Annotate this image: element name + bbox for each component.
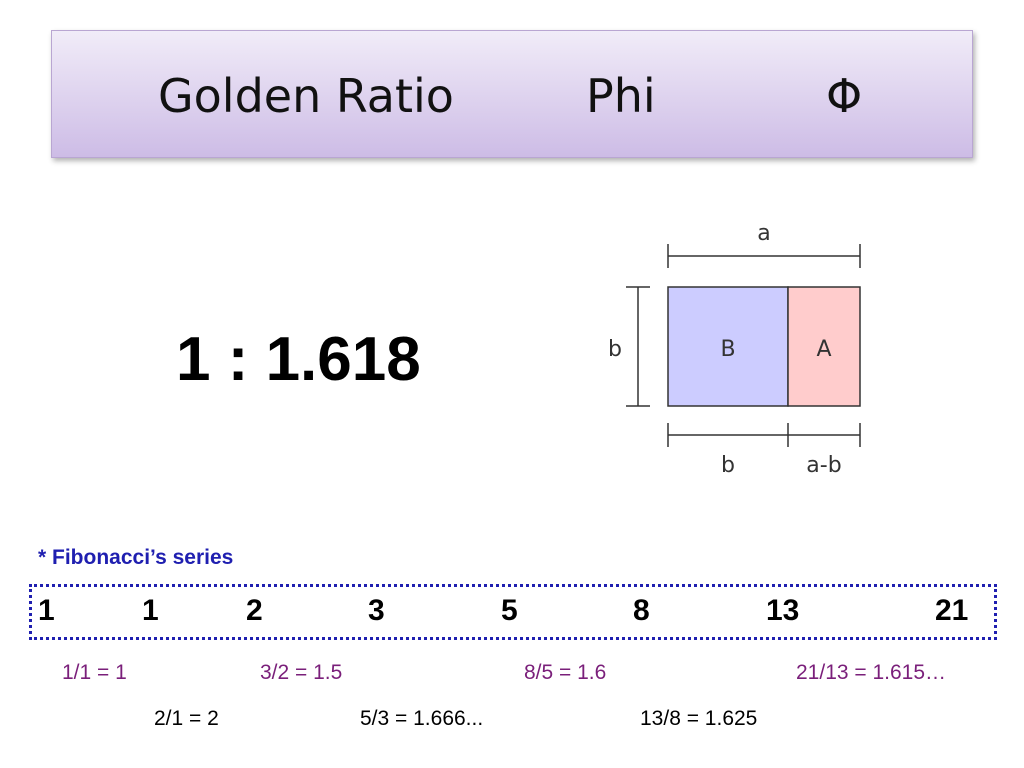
quotient-21-13: 21/13 = 1.615… bbox=[796, 661, 947, 684]
golden-rectangle-diagram: a b B A b a-b bbox=[608, 221, 861, 478]
label-B: B bbox=[720, 337, 735, 362]
label-b-side: b bbox=[608, 337, 622, 362]
quotient-13-8: 13/8 = 1.625 bbox=[640, 707, 758, 730]
fibonacci-number: 5 bbox=[501, 594, 518, 627]
rectangle-A bbox=[787, 286, 861, 407]
label-A: A bbox=[816, 337, 831, 362]
title-phi: Phi bbox=[586, 69, 656, 123]
quotient-5-3: 5/3 = 1.666... bbox=[360, 707, 484, 730]
golden-ratio-value: 1 : 1.618 bbox=[176, 325, 421, 394]
fibonacci-number: 1 bbox=[142, 594, 159, 627]
label-a-minus-b: a-b bbox=[806, 453, 841, 478]
quotient-3-2: 3/2 = 1.5 bbox=[260, 661, 343, 684]
fibonacci-number: 3 bbox=[368, 594, 385, 627]
title-phi-symbol: Φ bbox=[826, 69, 863, 123]
quotient-2-1: 2/1 = 2 bbox=[154, 707, 219, 730]
fibonacci-number: 1 bbox=[38, 594, 55, 627]
quotient-8-5: 8/5 = 1.6 bbox=[524, 661, 607, 684]
fibonacci-number: 13 bbox=[766, 594, 800, 627]
fibonacci-number: 8 bbox=[633, 594, 650, 627]
fibonacci-number: 21 bbox=[935, 594, 969, 627]
title-banner bbox=[51, 30, 973, 158]
quotient-1-1: 1/1 = 1 bbox=[62, 661, 127, 684]
fibonacci-heading: * Fibonacci’s series bbox=[38, 546, 234, 569]
label-a: a bbox=[757, 221, 770, 246]
title-golden-ratio: Golden Ratio bbox=[158, 69, 454, 123]
fibonacci-number: 2 bbox=[246, 594, 263, 627]
fibonacci-series-box bbox=[29, 584, 997, 640]
label-b-bottom: b bbox=[721, 453, 735, 478]
